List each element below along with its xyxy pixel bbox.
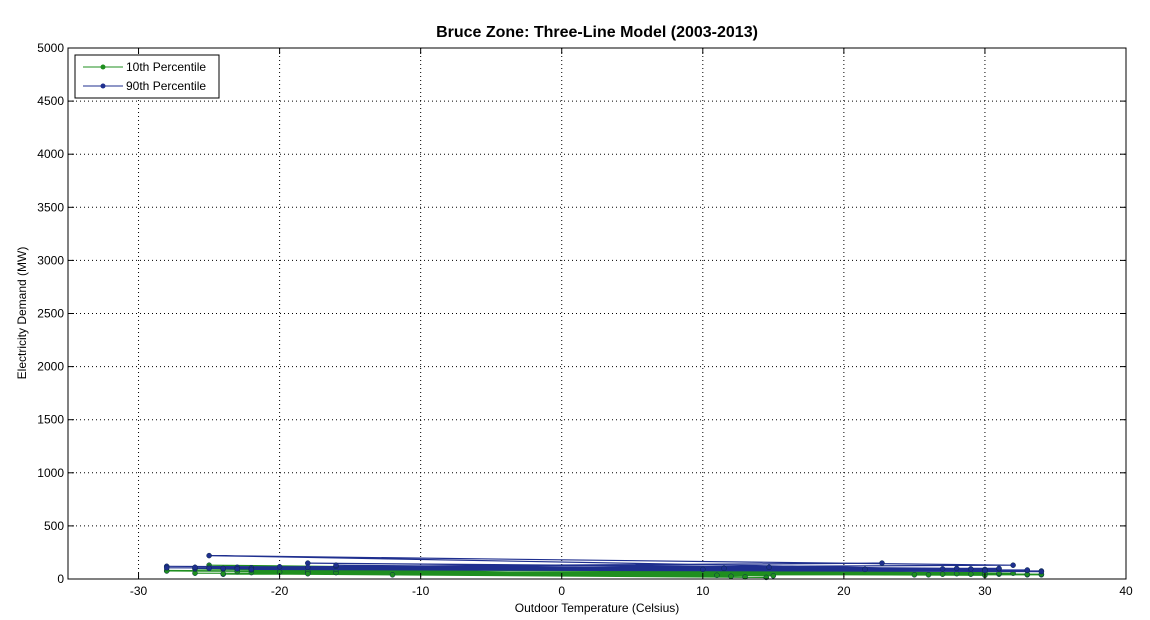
x-tick-label: -10 [412,584,430,598]
y-tick-label: 2000 [37,360,64,374]
x-tick-label: -20 [271,584,289,598]
legend-box [74,54,220,99]
data-point [766,564,772,571]
series-90th-percentile [163,552,1045,575]
data-point [1038,568,1045,575]
data-point [721,565,727,572]
chart-title: Bruce Zone: Three-Line Model (2003-2013) [436,24,758,41]
data-point [305,570,311,577]
y-tick-label: 0 [57,572,64,586]
data-point [389,572,396,578]
data-point [1024,567,1031,573]
legend-label-90th: 90th Percentile [126,79,206,93]
x-axis-title: Outdoor Temperature (Celsius) [515,601,680,615]
y-tick-label: 5000 [37,41,64,55]
x-tick-label: 30 [978,584,992,598]
data-point [968,566,974,572]
data-point [305,564,311,571]
x-tick-label: 0 [558,584,565,598]
data-point [982,567,988,574]
series-line [166,564,1042,579]
data-point [925,572,932,578]
data-point [192,564,198,571]
series-layer [163,552,1045,581]
x-tick-label: 20 [837,584,851,598]
data-point [700,566,706,573]
data-point [333,562,339,568]
y-tick-label: 1000 [37,466,64,480]
data-point [968,571,974,577]
y-tick-label: 2500 [37,307,64,321]
data-point [728,573,734,580]
data-point [276,564,283,570]
data-point [220,570,226,577]
grid-lines [68,48,1126,579]
data-point [248,566,255,573]
data-point [220,565,226,572]
data-point [862,566,868,573]
data-point [1010,562,1016,568]
data-point [953,565,960,572]
data-point [911,572,918,578]
data-point [206,565,212,572]
y-tick-label: 1500 [37,413,64,427]
legend-marker-90th [100,83,106,89]
data-point [879,560,885,566]
y-tick-label: 3000 [37,253,64,267]
series-line [166,555,1042,573]
x-tick-label: -30 [130,584,148,598]
legend-label-10th: 10th Percentile [126,60,206,74]
data-point [714,572,720,579]
x-tick-label: 40 [1119,584,1133,598]
data-point [770,573,777,579]
data-point [163,565,170,571]
legend: 10th Percentile 90th Percentile [74,54,220,99]
data-point [939,566,946,572]
data-point [996,565,1002,572]
y-tick-label: 500 [44,519,64,533]
data-point [206,552,212,559]
x-tick-label: 10 [696,584,710,598]
y-axis-title: Electricity Demand (MW) [15,247,29,380]
tick-layer: -30 -20 -10 0 10 20 30 40 0 500 1000 1500 2000 2500 30… [37,41,1133,598]
data-point [234,566,241,572]
y-tick-label: 4000 [37,147,64,161]
y-tick-label: 4500 [37,94,64,108]
legend-marker-10th [100,64,106,70]
data-point [939,571,946,577]
y-tick-label: 3500 [37,200,64,214]
